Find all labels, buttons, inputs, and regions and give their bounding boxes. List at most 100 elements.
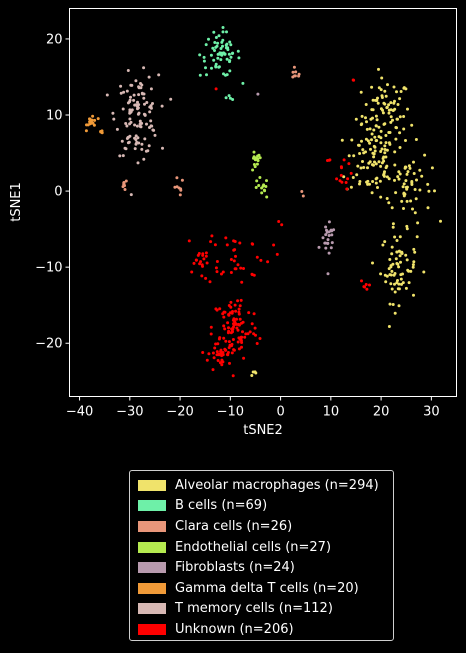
data-point <box>427 189 431 193</box>
data-point <box>252 156 255 160</box>
data-point <box>376 101 380 105</box>
data-point <box>412 172 416 175</box>
data-point <box>122 90 126 94</box>
data-point <box>412 293 415 297</box>
series-2 <box>121 65 305 198</box>
data-point <box>238 304 242 308</box>
data-point <box>342 175 346 179</box>
data-point <box>122 181 126 185</box>
data-point <box>229 305 233 309</box>
data-point <box>380 147 384 151</box>
data-point <box>301 194 305 198</box>
data-point <box>227 313 231 317</box>
data-point <box>391 222 395 226</box>
x-tick-label: 30 <box>423 405 440 420</box>
data-point <box>250 322 254 326</box>
data-point <box>244 332 248 336</box>
data-point <box>212 58 216 62</box>
data-point <box>340 138 344 142</box>
legend-label: Endothelial cells (n=27) <box>175 539 332 555</box>
data-point <box>366 179 370 183</box>
data-point <box>136 112 140 116</box>
data-point <box>359 90 363 94</box>
data-point <box>228 40 232 44</box>
legend-swatch <box>138 623 166 635</box>
data-point <box>126 69 130 72</box>
data-point <box>132 98 136 102</box>
data-point <box>121 154 125 158</box>
data-point <box>370 191 374 195</box>
data-point <box>213 41 217 44</box>
data-point <box>255 179 259 183</box>
data-point <box>368 283 371 287</box>
data-point <box>398 146 402 149</box>
data-point <box>88 120 92 124</box>
data-point <box>219 47 223 50</box>
data-point <box>326 241 330 245</box>
data-point <box>215 308 219 312</box>
data-point <box>218 361 222 365</box>
data-point <box>226 321 230 325</box>
data-point <box>142 66 146 70</box>
data-point <box>394 257 398 261</box>
data-point <box>124 122 128 125</box>
data-point <box>399 90 403 93</box>
data-point <box>218 336 222 340</box>
data-point <box>342 158 346 162</box>
data-point <box>393 107 397 111</box>
x-axis-ticks: −40 −30 −20 −10 0 10 20 30 <box>66 396 440 420</box>
data-point <box>211 351 215 355</box>
data-point <box>214 65 218 69</box>
data-point <box>91 114 95 118</box>
data-point <box>389 120 393 124</box>
data-point <box>221 26 225 29</box>
data-point <box>366 139 370 143</box>
data-point <box>395 90 398 94</box>
data-point <box>222 315 226 319</box>
scatter-points <box>84 26 442 378</box>
data-point <box>349 171 353 175</box>
legend-item: T memory cells (n=112) <box>138 599 385 620</box>
data-point <box>368 182 371 186</box>
data-point <box>200 274 204 278</box>
data-point <box>119 84 123 88</box>
data-point <box>222 324 226 328</box>
data-point <box>232 317 236 321</box>
data-point <box>384 94 388 98</box>
data-point <box>242 356 246 360</box>
data-point <box>241 81 245 85</box>
data-point <box>144 149 148 153</box>
data-point <box>216 56 220 60</box>
data-point <box>160 104 164 108</box>
data-point <box>294 70 298 74</box>
series-3 <box>251 150 269 199</box>
data-point <box>225 30 228 34</box>
data-point <box>397 282 401 286</box>
data-point <box>339 165 343 169</box>
data-point <box>379 141 383 145</box>
data-point <box>405 185 409 189</box>
data-point <box>125 124 129 128</box>
data-point <box>231 330 234 334</box>
data-point <box>202 55 206 59</box>
data-point <box>358 182 361 186</box>
data-point <box>261 184 265 188</box>
data-point <box>407 164 411 168</box>
data-point <box>366 166 369 170</box>
data-point <box>137 103 141 107</box>
data-point <box>408 166 412 170</box>
data-point <box>330 241 334 245</box>
data-point <box>397 177 401 181</box>
data-point <box>215 350 219 354</box>
data-point <box>398 254 402 258</box>
data-point <box>324 246 328 250</box>
data-point <box>385 106 389 110</box>
data-point <box>387 103 391 107</box>
data-point <box>136 106 140 110</box>
data-point <box>400 199 404 203</box>
data-point <box>382 159 386 163</box>
data-point <box>275 252 279 256</box>
data-point <box>291 70 295 74</box>
legend-swatch <box>138 479 166 491</box>
data-point <box>390 269 394 273</box>
